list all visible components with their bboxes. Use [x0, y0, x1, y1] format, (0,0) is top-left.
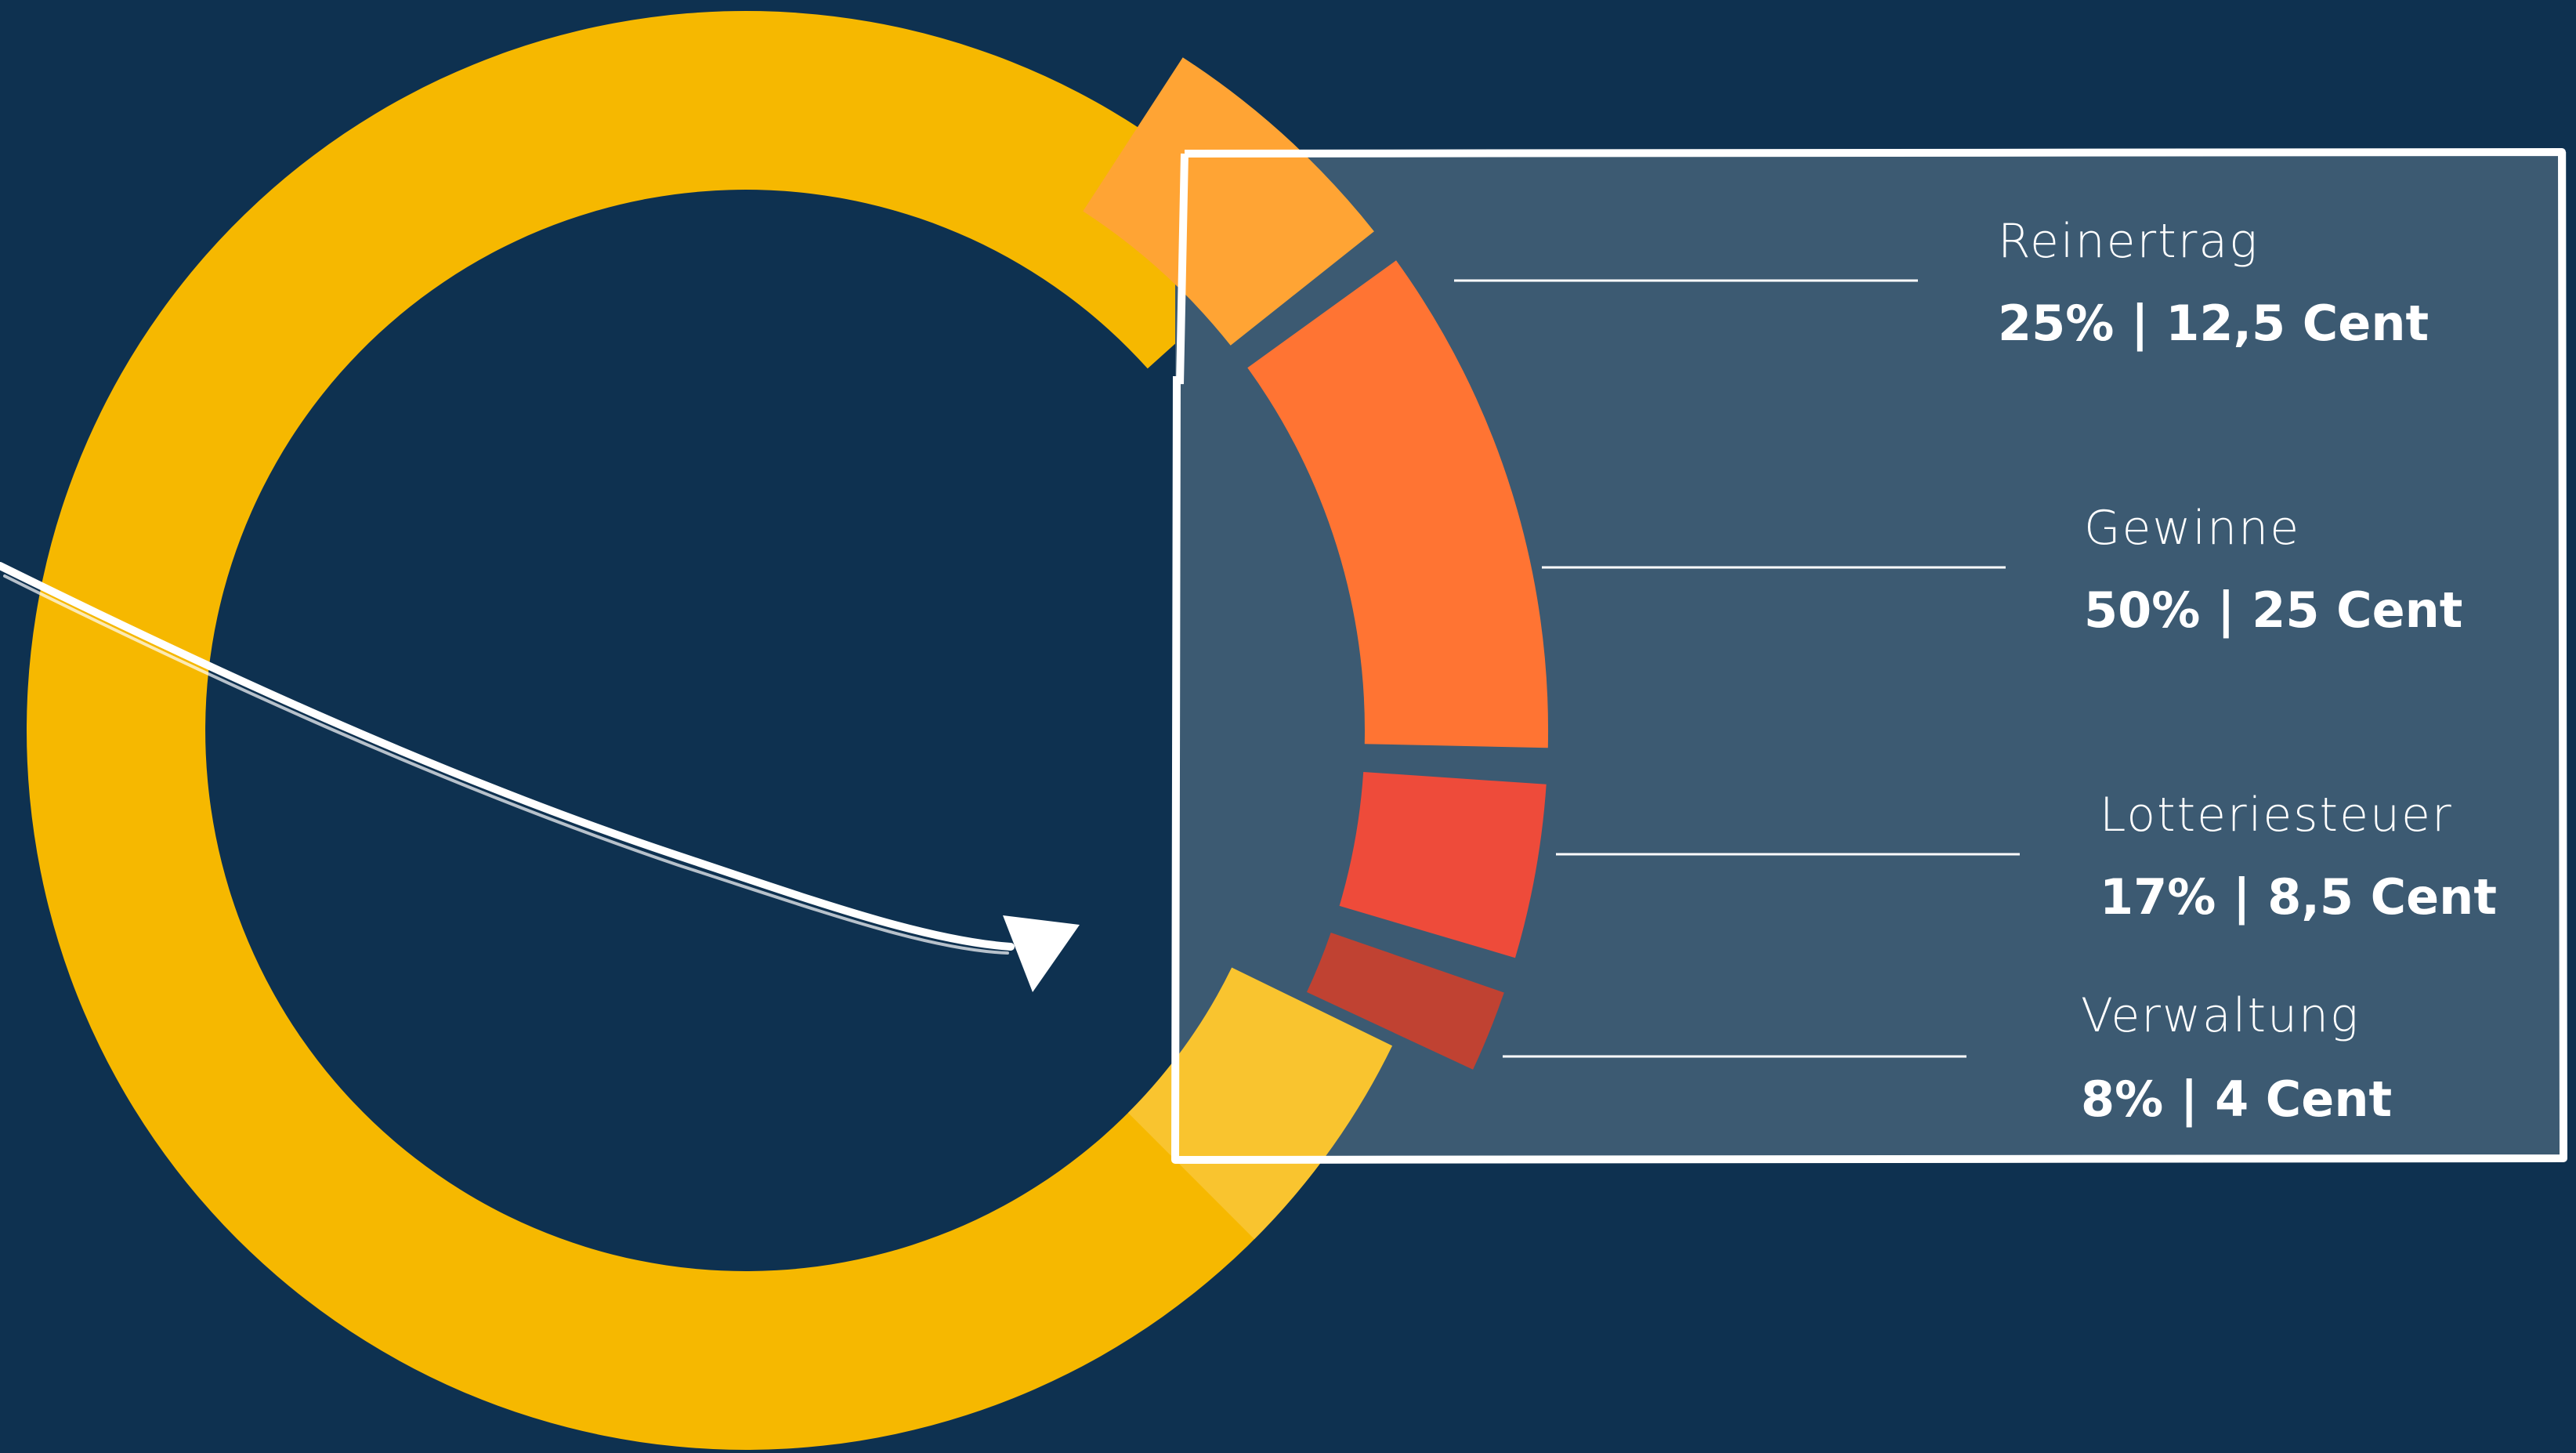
slice-label-gewinne: Gewinne: [2084, 501, 2300, 556]
slice-lotteriesteuer: [1339, 772, 1547, 958]
slice-label-reinertrag: Reinertrag: [1998, 214, 2259, 269]
slice-value-gewinne: 50% | 25 Cent: [2084, 582, 2462, 640]
slices-group: [1083, 57, 1549, 1070]
leader-lines: [1454, 279, 2020, 1058]
panel-frame: [1171, 148, 2567, 1164]
slice-value-lotteriesteuer: 17% | 8,5 Cent: [2100, 868, 2497, 926]
ring-overlap-segment: [1127, 967, 1393, 1240]
arrow-icon: [0, 562, 1080, 992]
slice-gewinne: [1247, 260, 1549, 748]
labels-group: Reinertrag 25% | 12,5 Cent Gewinne 50% | 25…: [1998, 214, 2497, 1129]
slice-label-verwaltung: Verwaltung: [2081, 988, 2360, 1043]
slice-verwaltung: [1307, 933, 1504, 1070]
slice-value-verwaltung: 8% | 4 Cent: [2081, 1071, 2392, 1129]
slice-reinertrag: [1083, 57, 1374, 346]
slice-label-lotteriesteuer: Lotteriesteuer: [2100, 788, 2453, 842]
slice-value-reinertrag: 25% | 12,5 Cent: [1998, 295, 2429, 353]
